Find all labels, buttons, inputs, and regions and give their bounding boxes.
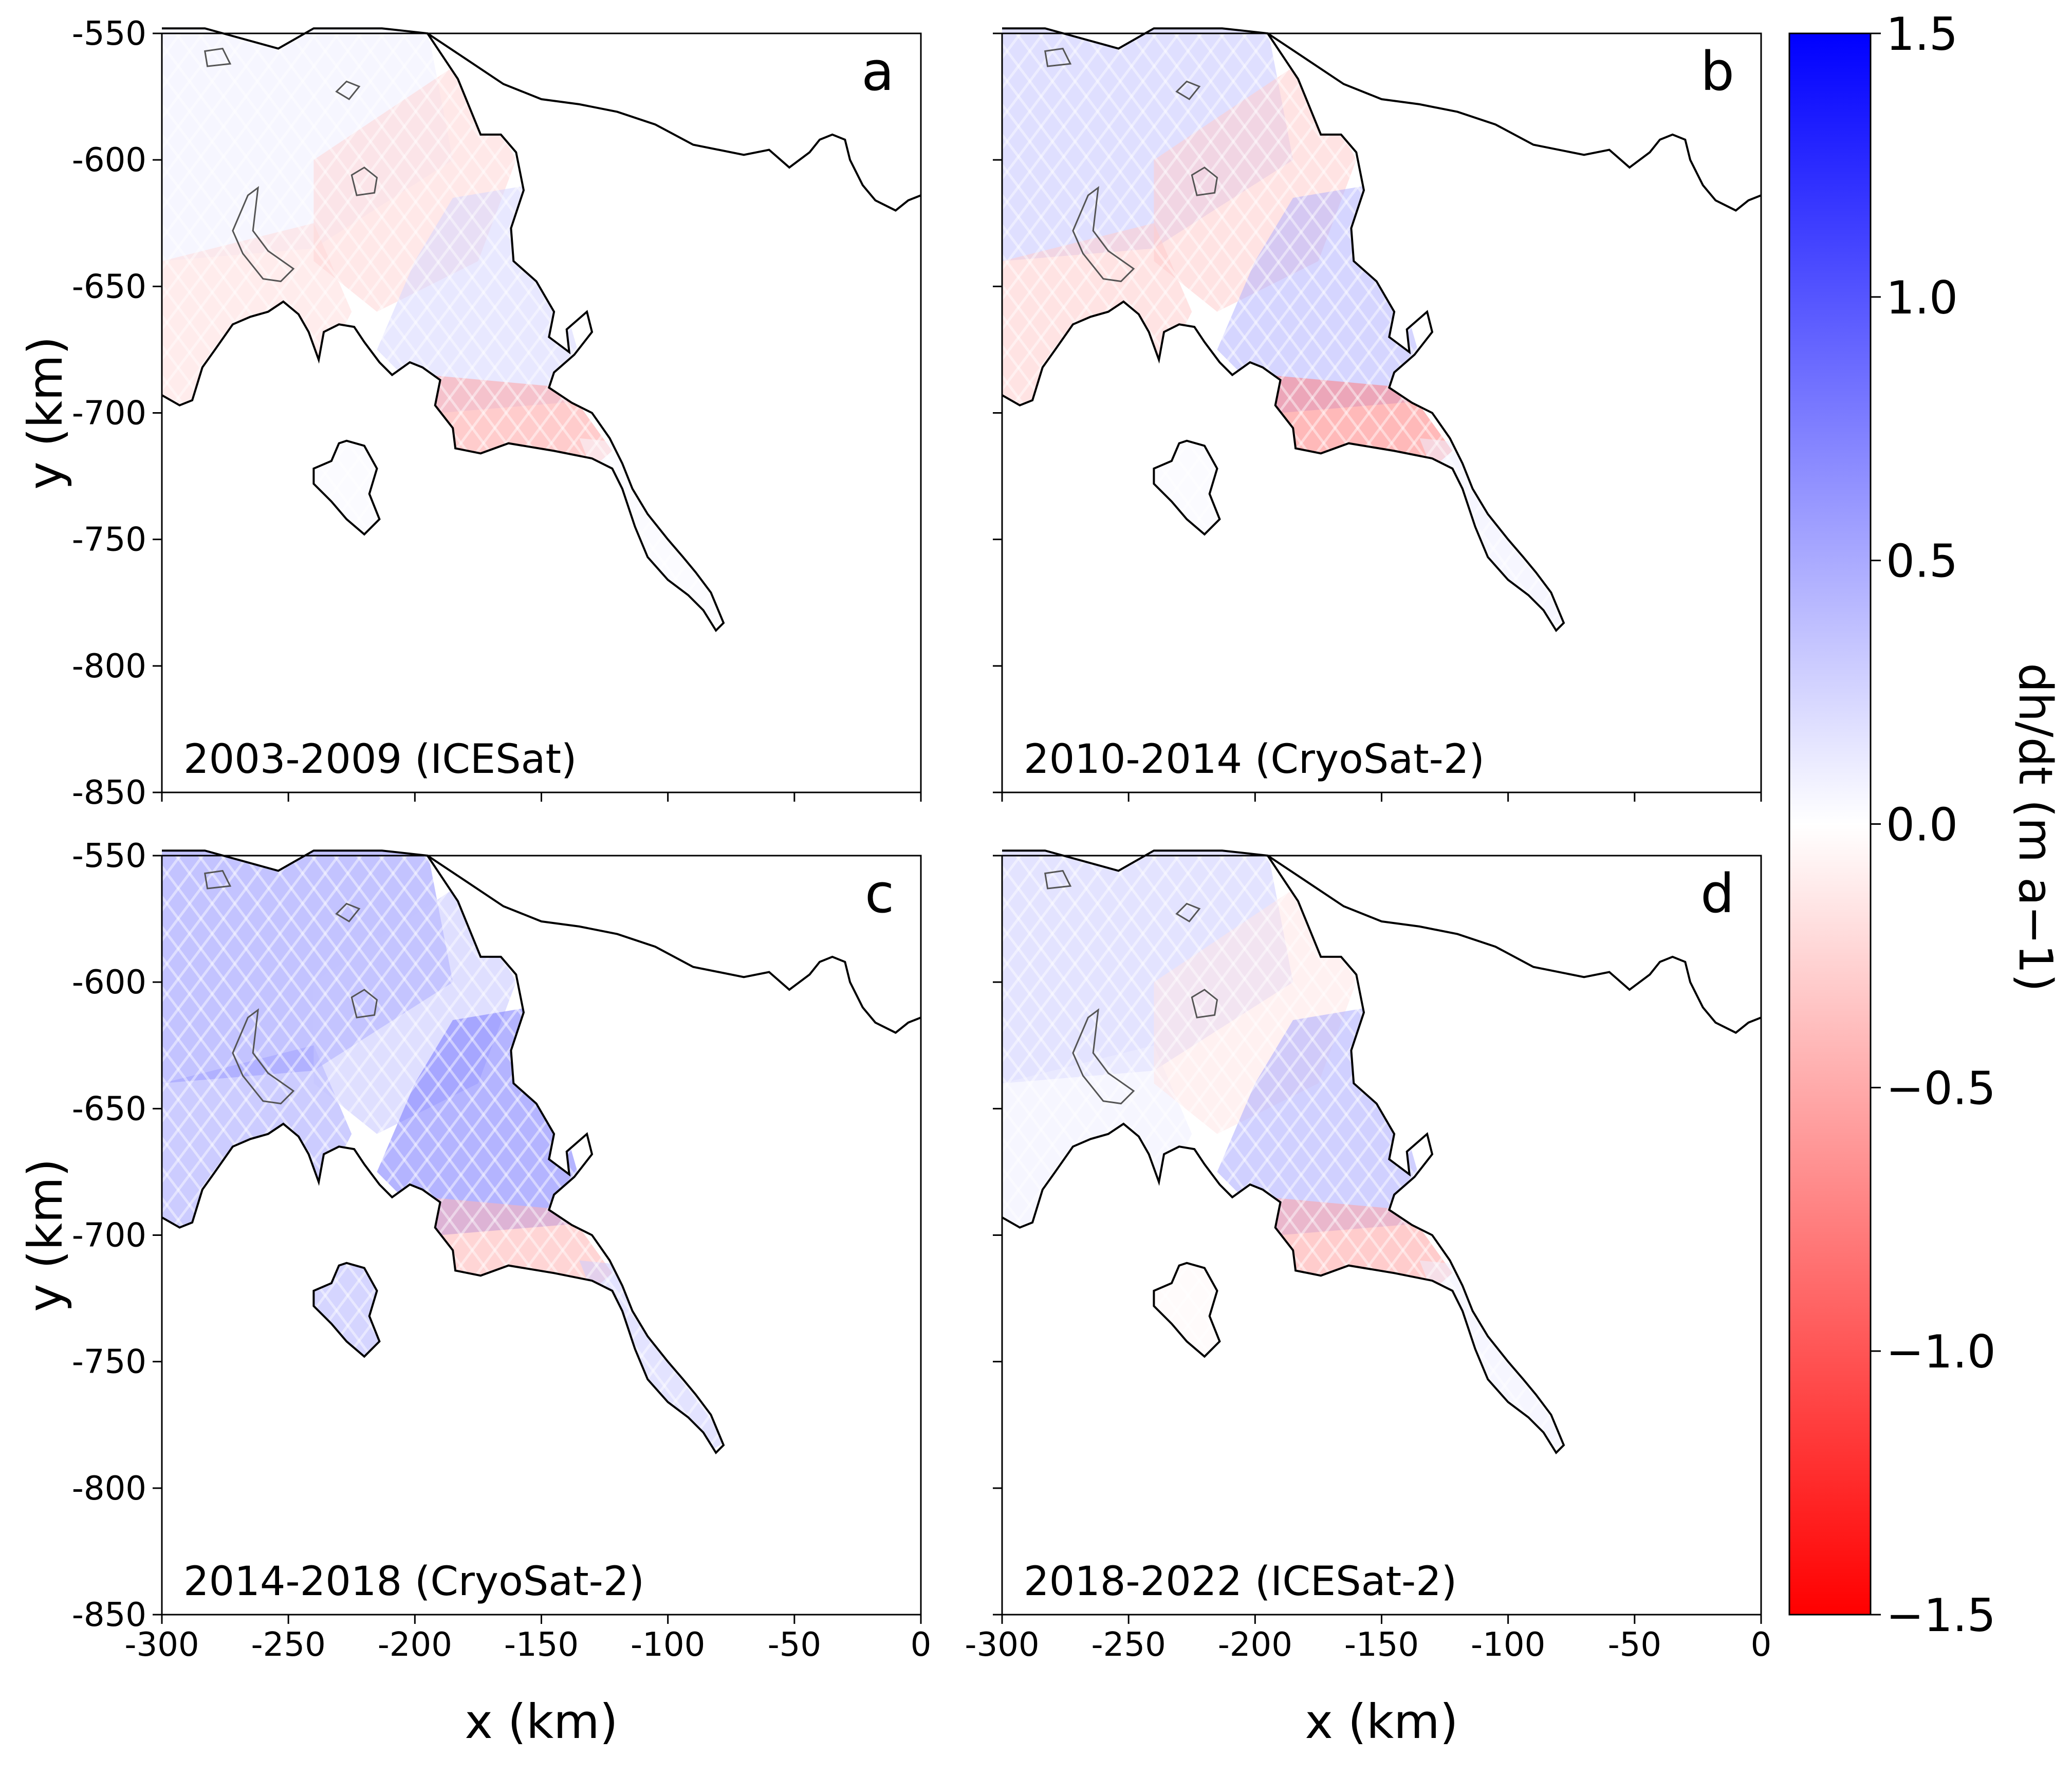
- panel-period: 2014-2018 (CryoSat-2): [183, 1559, 644, 1605]
- y-tick-label: -650: [72, 268, 146, 306]
- colorbar-tick-label: 0.5: [1886, 535, 1958, 588]
- panel-c: -300 -250 -200 -150 -100 -50 0 -550 -600 -650 -700…: [0, 837, 1650, 1749]
- x-tick-label: 0: [1751, 1626, 1772, 1664]
- panel-letter: d: [1700, 862, 1734, 925]
- y-axis-label: y (km): [18, 336, 73, 489]
- colorbar-label: dh/dt (m a−1): [2008, 663, 2062, 992]
- x-tick-label: -250: [1092, 1626, 1166, 1664]
- x-tick-label: -100: [631, 1626, 705, 1664]
- x-axis-label: x (km): [1305, 1694, 1458, 1749]
- x-tick-label: -200: [1218, 1626, 1292, 1664]
- x-tick-label: -100: [1471, 1626, 1545, 1664]
- colorbar-tick-label: −1.5: [1886, 1589, 1996, 1642]
- panel-period: 2010-2014 (CryoSat-2): [1024, 736, 1485, 783]
- x-tick-label: -250: [251, 1626, 326, 1664]
- y-tick-label: -700: [72, 1217, 146, 1255]
- y-tick-label: -800: [72, 1470, 146, 1508]
- colorbar-tick-label: 0.0: [1886, 799, 1958, 852]
- y-tick-label: -750: [72, 521, 146, 559]
- x-tick-label: -300: [965, 1626, 1039, 1664]
- colorbar-tick-label: 1.0: [1886, 271, 1958, 324]
- x-tick-label: -50: [768, 1626, 822, 1664]
- y-tick-label: -600: [72, 141, 146, 179]
- panel-period: 2003-2009 (ICESat): [183, 736, 577, 783]
- colorbar-gradient: [1789, 33, 1871, 1615]
- y-tick-label: -700: [72, 395, 146, 433]
- region-southern-tongue: [1419, 438, 1571, 641]
- y-tick-label: -850: [72, 1596, 146, 1634]
- y-tick-label: -750: [72, 1343, 146, 1381]
- panel-period: 2018-2022 (ICESat-2): [1024, 1559, 1457, 1605]
- colorbar: 1.5 1.0 0.5 0.0 −0.5 −1.0 −1.5 dh/dt (m a−1): [1789, 8, 2062, 1642]
- panel-letter: a: [861, 40, 894, 103]
- region-southern-tongue: [579, 1261, 731, 1463]
- region-southern-tongue: [1419, 1261, 1571, 1463]
- colorbar-tick-label: −1.0: [1886, 1325, 1996, 1378]
- x-tick-label: 0: [911, 1626, 932, 1664]
- panel-letter: c: [865, 862, 894, 925]
- x-tick-label: -150: [504, 1626, 579, 1664]
- x-axis-label: x (km): [465, 1694, 618, 1749]
- y-tick-label: -650: [72, 1090, 146, 1128]
- y-tick-label: -800: [72, 647, 146, 686]
- x-tick-label: -200: [378, 1626, 452, 1664]
- y-tick-label: -600: [72, 964, 146, 1002]
- x-tick-label: -150: [1344, 1626, 1419, 1664]
- y-axis-label: y (km): [18, 1158, 73, 1311]
- panel-letter: b: [1700, 40, 1734, 103]
- colorbar-tick-label: 1.5: [1886, 8, 1958, 61]
- y-tick-label: -550: [72, 15, 146, 53]
- y-tick-label: -850: [72, 774, 146, 812]
- y-tick-label: -550: [72, 837, 146, 875]
- colorbar-tick-label: −0.5: [1886, 1062, 1996, 1115]
- x-tick-label: -50: [1608, 1626, 1662, 1664]
- region-southern-tongue: [579, 438, 731, 641]
